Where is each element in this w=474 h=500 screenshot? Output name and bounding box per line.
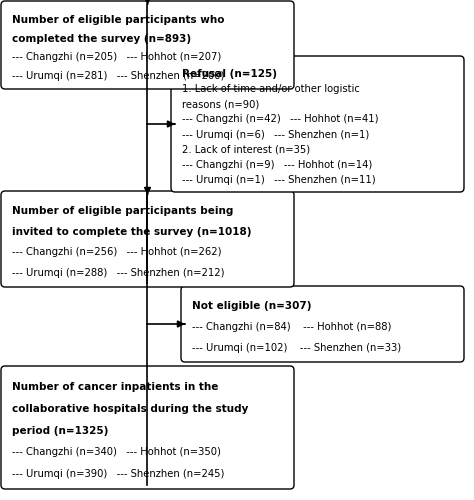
Text: --- Urumqi (n=6)   --- Shenzhen (n=1): --- Urumqi (n=6) --- Shenzhen (n=1) [182,130,369,140]
Text: Not eligible (n=307): Not eligible (n=307) [192,302,311,312]
Text: reasons (n=90): reasons (n=90) [182,99,259,109]
Text: --- Changzhi (n=42)   --- Hohhot (n=41): --- Changzhi (n=42) --- Hohhot (n=41) [182,114,379,124]
Text: --- Changzhi (n=9)   --- Hohhot (n=14): --- Changzhi (n=9) --- Hohhot (n=14) [182,160,372,170]
Text: --- Urumqi (n=281)   --- Shenzhen (n=200): --- Urumqi (n=281) --- Shenzhen (n=200) [12,70,224,81]
Text: --- Changzhi (n=340)   --- Hohhot (n=350): --- Changzhi (n=340) --- Hohhot (n=350) [12,448,221,458]
FancyBboxPatch shape [181,286,464,362]
Text: Number of cancer inpatients in the: Number of cancer inpatients in the [12,382,219,392]
FancyBboxPatch shape [171,56,464,192]
Text: --- Urumqi (n=1)   --- Shenzhen (n=11): --- Urumqi (n=1) --- Shenzhen (n=11) [182,176,375,186]
Text: period (n=1325): period (n=1325) [12,426,109,436]
Text: collaborative hospitals during the study: collaborative hospitals during the study [12,404,248,413]
FancyBboxPatch shape [1,191,294,287]
Text: invited to complete the survey (n=1018): invited to complete the survey (n=1018) [12,227,252,237]
Text: --- Urumqi (n=288)   --- Shenzhen (n=212): --- Urumqi (n=288) --- Shenzhen (n=212) [12,268,225,278]
Text: --- Urumqi (n=390)   --- Shenzhen (n=245): --- Urumqi (n=390) --- Shenzhen (n=245) [12,469,224,479]
FancyBboxPatch shape [1,1,294,89]
FancyBboxPatch shape [1,366,294,489]
Text: --- Changzhi (n=256)   --- Hohhot (n=262): --- Changzhi (n=256) --- Hohhot (n=262) [12,247,221,257]
Text: --- Changzhi (n=84)    --- Hohhot (n=88): --- Changzhi (n=84) --- Hohhot (n=88) [192,322,392,332]
Text: Number of eligible participants who: Number of eligible participants who [12,15,225,25]
Text: --- Urumqi (n=102)    --- Shenzhen (n=33): --- Urumqi (n=102) --- Shenzhen (n=33) [192,342,401,352]
Text: 2. Lack of interest (n=35): 2. Lack of interest (n=35) [182,145,310,155]
Text: 1. Lack of time and/or other logistic: 1. Lack of time and/or other logistic [182,84,360,94]
Text: completed the survey (n=893): completed the survey (n=893) [12,34,191,44]
Text: --- Changzhi (n=205)   --- Hohhot (n=207): --- Changzhi (n=205) --- Hohhot (n=207) [12,52,221,62]
Text: Number of eligible participants being: Number of eligible participants being [12,206,233,216]
Text: Refusal (n=125): Refusal (n=125) [182,68,277,78]
